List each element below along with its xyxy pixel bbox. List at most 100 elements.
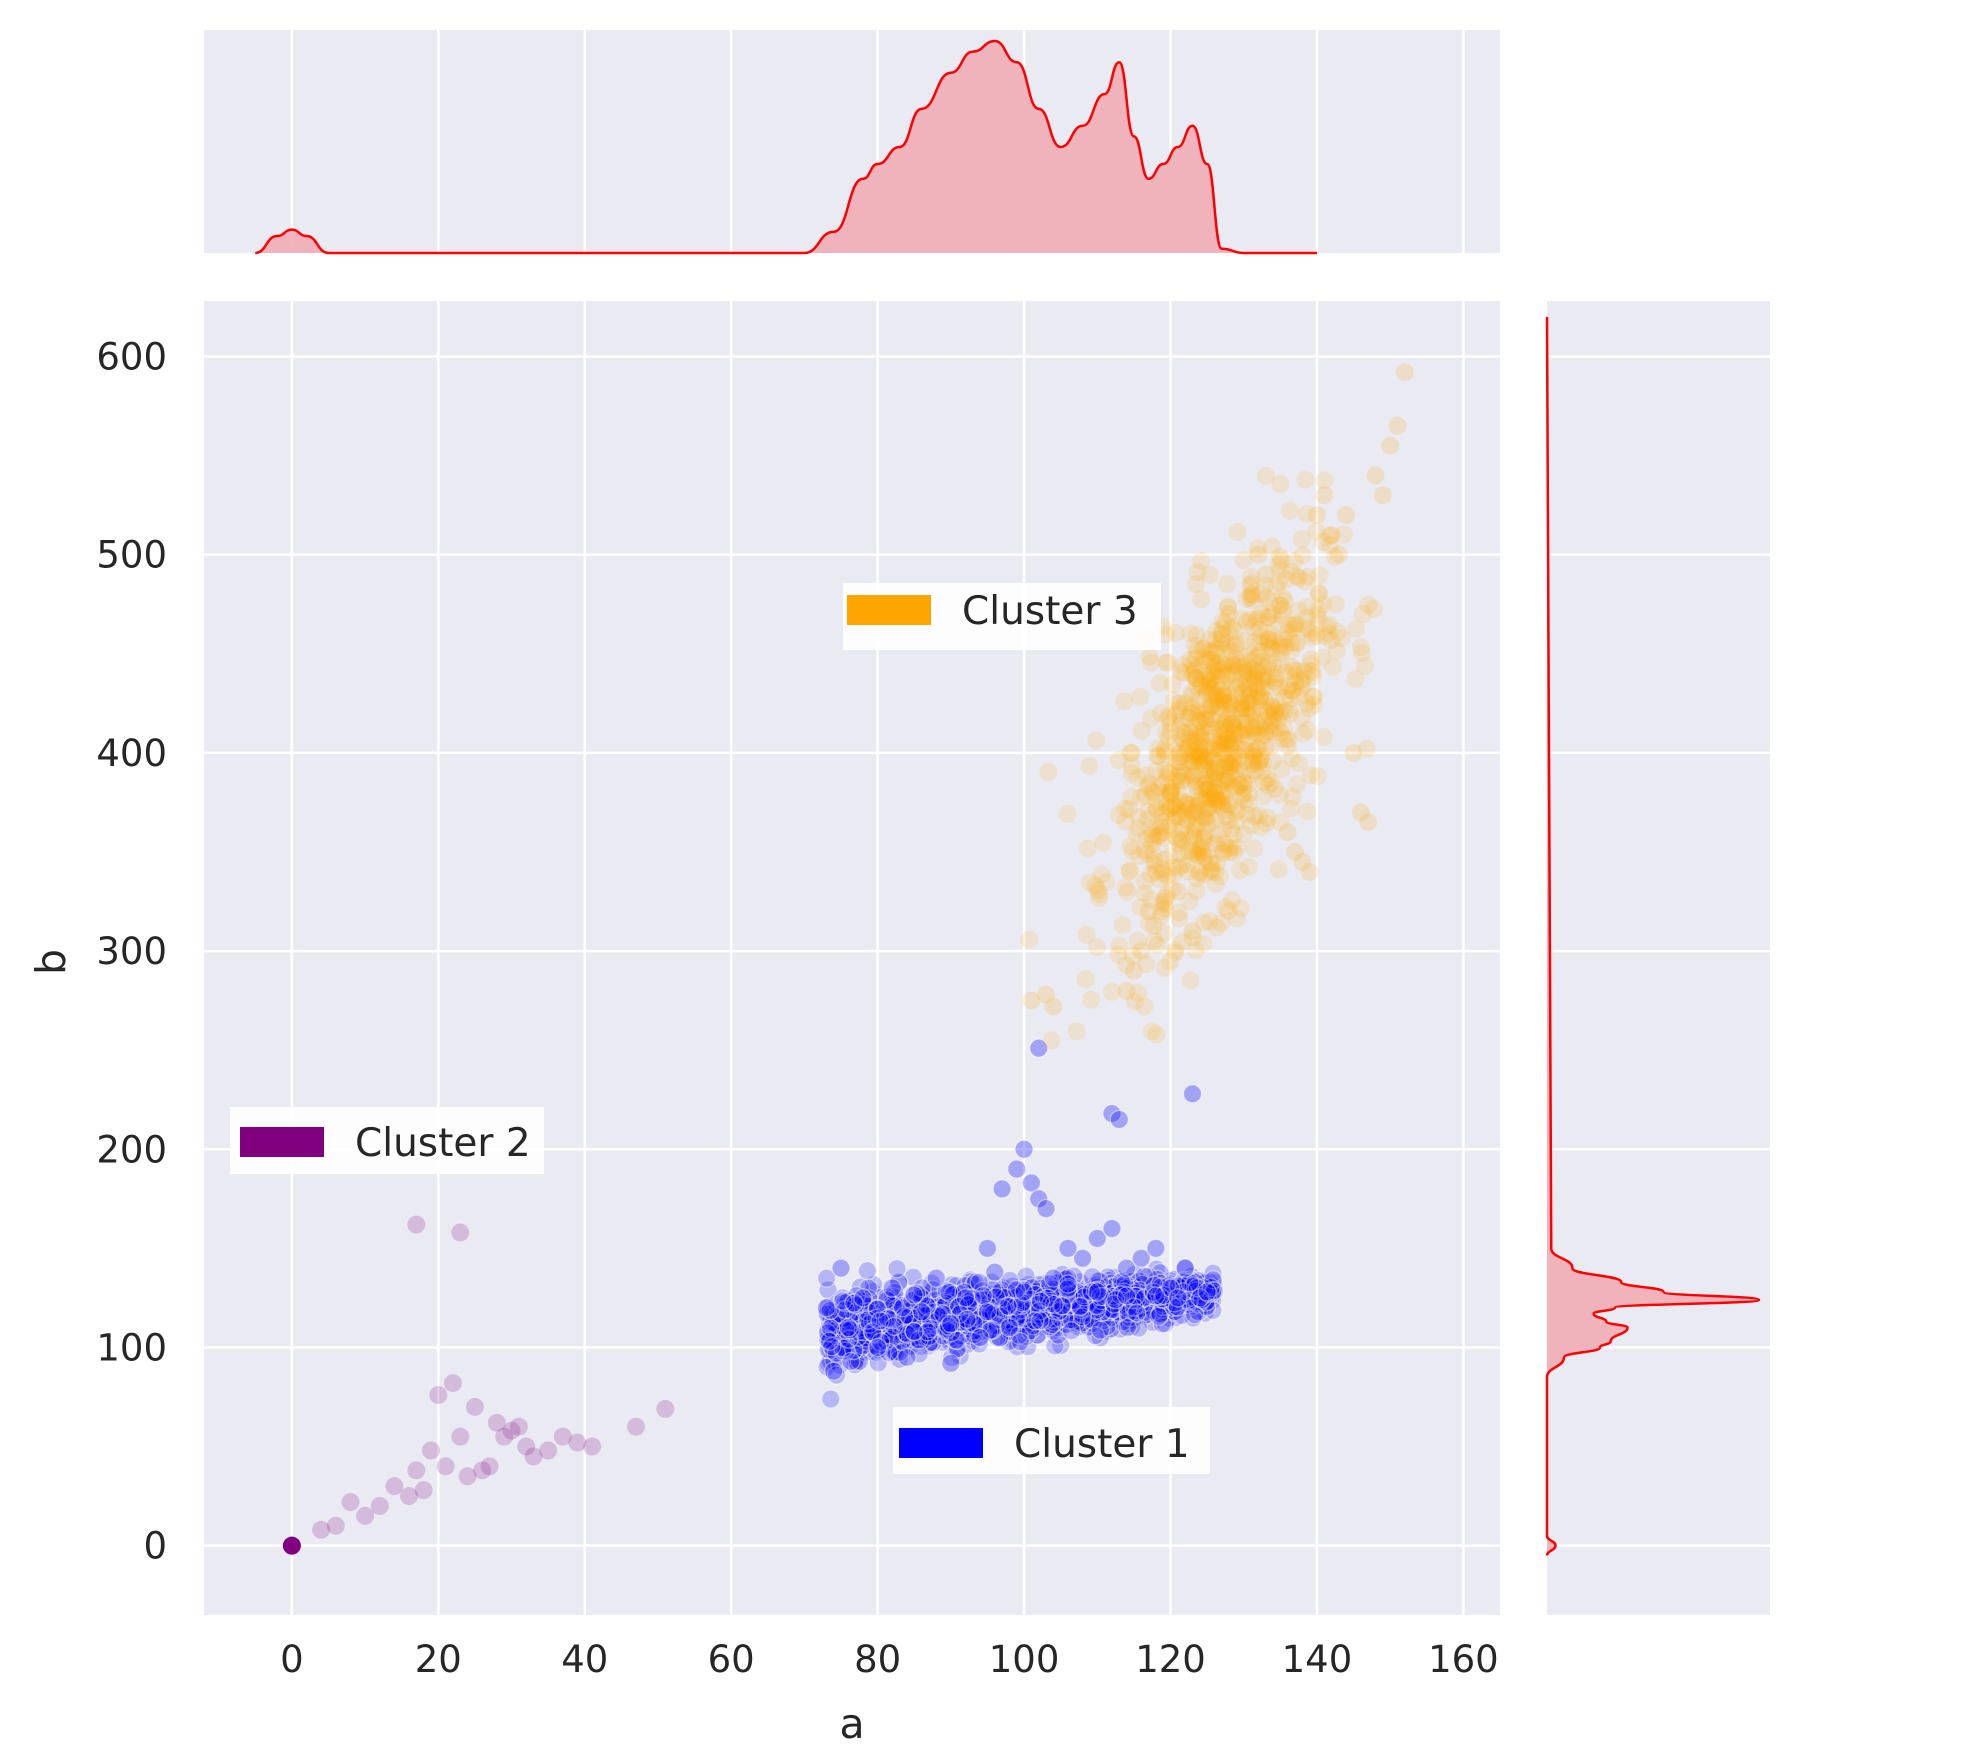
point-cluster-2 — [473, 1461, 492, 1480]
point-cluster-3 — [1183, 928, 1202, 947]
point-cluster-1 — [819, 1331, 840, 1351]
point-cluster-3 — [1171, 748, 1190, 767]
point-cluster-3 — [1158, 653, 1177, 672]
point-cluster-3 — [1281, 642, 1300, 661]
point-cluster-1 — [824, 1361, 844, 1381]
point-cluster-3 — [1249, 646, 1268, 665]
point-cluster-3 — [1202, 696, 1221, 715]
point-cluster-3 — [1259, 654, 1278, 673]
y-tick-labels: 0 100 200 300 400 500 600 — [96, 335, 167, 1567]
point-cluster-3 — [1109, 751, 1128, 770]
point-cluster-3 — [1246, 662, 1265, 681]
point-cluster-3 — [1301, 650, 1320, 669]
point-cluster-3 — [1148, 827, 1167, 846]
point-cluster-3 — [1172, 819, 1191, 838]
point-cluster-3 — [1178, 811, 1197, 830]
point-cluster-3 — [1224, 665, 1243, 684]
point-cluster-1 — [992, 1179, 1012, 1199]
point-cluster-1 — [817, 1304, 837, 1324]
point-cluster-3 — [1147, 1025, 1166, 1044]
point-cluster-3 — [1217, 709, 1236, 728]
point-cluster-3 — [1219, 772, 1238, 791]
point-cluster-1 — [981, 1320, 1001, 1340]
point-cluster-3 — [1222, 696, 1241, 715]
point-cluster-3 — [1225, 637, 1244, 656]
point-cluster-3 — [1136, 766, 1155, 785]
point-cluster-3 — [1197, 780, 1216, 799]
point-cluster-3 — [1322, 631, 1341, 650]
point-cluster-3 — [1203, 720, 1222, 739]
point-cluster-3 — [1217, 724, 1236, 743]
point-cluster-3 — [1191, 840, 1210, 859]
point-cluster-3 — [1252, 671, 1271, 690]
point-cluster-3 — [1202, 686, 1221, 705]
point-cluster-1 — [939, 1282, 959, 1302]
point-cluster-3 — [1156, 889, 1175, 908]
point-cluster-3 — [1289, 687, 1308, 706]
point-cluster-3 — [1244, 667, 1263, 686]
point-cluster-3 — [1110, 936, 1129, 955]
point-cluster-3 — [1166, 943, 1185, 962]
point-cluster-3 — [1157, 885, 1176, 904]
point-cluster-3 — [1169, 790, 1188, 809]
point-cluster-3 — [1166, 734, 1185, 753]
point-cluster-3 — [1258, 702, 1277, 721]
point-cluster-3 — [1227, 909, 1246, 928]
point-cluster-3 — [1193, 807, 1212, 826]
point-cluster-3 — [1022, 991, 1041, 1010]
main-plot-background — [204, 301, 1500, 1615]
point-cluster-2 — [407, 1461, 426, 1480]
point-cluster-3 — [1206, 644, 1225, 663]
point-cluster-1 — [1029, 1038, 1049, 1058]
point-cluster-1 — [1030, 1291, 1051, 1311]
point-cluster-3 — [1200, 642, 1219, 661]
point-cluster-3 — [1293, 546, 1312, 565]
point-cluster-3 — [1228, 523, 1247, 542]
point-cluster-3 — [1167, 750, 1186, 769]
point-cluster-3 — [1252, 726, 1271, 745]
point-cluster-2 — [312, 1520, 331, 1539]
point-cluster-3 — [1298, 802, 1317, 821]
point-cluster-3 — [1259, 776, 1278, 795]
point-cluster-3 — [1294, 724, 1313, 743]
point-cluster-3 — [1236, 699, 1255, 718]
point-cluster-3 — [1261, 716, 1280, 735]
point-cluster-3 — [1187, 772, 1206, 791]
point-cluster-3 — [1319, 624, 1338, 643]
right-marginal-background — [1547, 301, 1770, 1615]
point-cluster-3 — [1275, 630, 1294, 649]
point-cluster-3 — [1214, 781, 1233, 800]
point-cluster-3 — [1240, 680, 1259, 699]
point-cluster-1 — [999, 1318, 1020, 1338]
point-cluster-3 — [1283, 787, 1302, 806]
point-cluster-3 — [1201, 717, 1220, 736]
point-cluster-3 — [1173, 729, 1192, 748]
y-tick-label: 400 — [96, 732, 167, 775]
point-cluster-3 — [1211, 698, 1230, 717]
point-cluster-3 — [1244, 702, 1263, 721]
point-cluster-1 — [998, 1296, 1018, 1316]
point-cluster-3 — [1192, 728, 1211, 747]
point-cluster-3 — [1208, 769, 1227, 788]
point-cluster-3 — [1170, 694, 1189, 713]
point-cluster-3 — [1186, 941, 1205, 960]
y-tick-label: 300 — [96, 930, 167, 973]
point-cluster-3 — [1210, 639, 1229, 658]
point-cluster-3 — [1271, 704, 1290, 723]
point-cluster-3 — [1244, 747, 1263, 766]
point-cluster-3 — [1270, 572, 1289, 591]
point-cluster-3 — [1189, 656, 1208, 675]
point-cluster-1 — [897, 1347, 917, 1367]
point-cluster-2 — [539, 1441, 558, 1460]
point-cluster-3 — [1249, 662, 1268, 681]
point-cluster-3 — [1237, 712, 1256, 731]
point-cluster-3 — [1078, 839, 1097, 858]
point-cluster-3 — [1241, 588, 1260, 607]
point-cluster-1 — [1087, 1282, 1107, 1302]
point-cluster-3 — [1206, 811, 1225, 830]
point-cluster-3 — [1240, 610, 1259, 629]
point-cluster-3 — [1266, 704, 1285, 723]
point-cluster-3 — [1233, 684, 1252, 703]
point-cluster-3 — [1263, 639, 1282, 658]
